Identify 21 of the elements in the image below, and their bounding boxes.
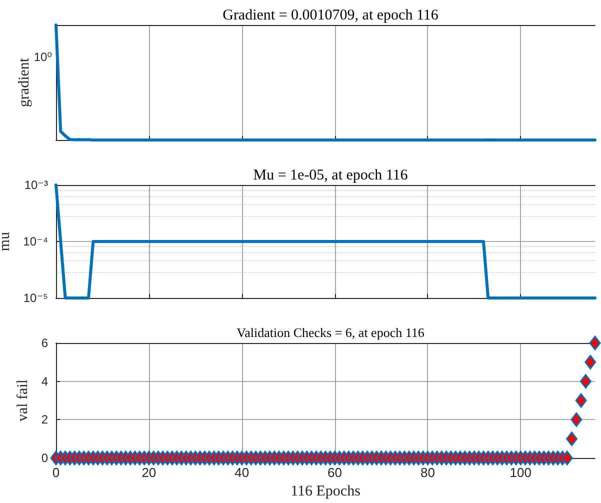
y-tick-label: 2 bbox=[41, 412, 48, 427]
y-tick-label: 10⁻⁴ bbox=[23, 234, 48, 248]
y-tick-label: 0 bbox=[41, 451, 48, 465]
y-axis-title: mu bbox=[0, 231, 13, 252]
chart-title: Validation Checks = 6, at epoch 116 bbox=[236, 325, 425, 340]
y-axis-title: gradient bbox=[16, 57, 32, 108]
x-tick-label: 40 bbox=[234, 465, 250, 480]
y-tick-label: 10⁻³ bbox=[24, 178, 48, 192]
y-tick-label: 10⁻⁵ bbox=[23, 291, 48, 305]
chart-title: Gradient = 0.0010709, at epoch 116 bbox=[222, 8, 439, 24]
text: 10⁰ bbox=[34, 50, 52, 64]
y-tick-label: 6 bbox=[41, 336, 48, 350]
y-tick-label: 4 bbox=[41, 374, 48, 388]
x-tick-label: 0 bbox=[52, 465, 60, 480]
x-axis-title: 116 Epochs bbox=[290, 483, 361, 500]
y-axis-title: val fail bbox=[14, 379, 31, 422]
x-tick-label: 60 bbox=[328, 465, 342, 480]
x-tick-label: 80 bbox=[420, 465, 435, 480]
chart-title: Mu = 1e-05, at epoch 116 bbox=[253, 168, 408, 184]
x-tick-label: 100 bbox=[510, 465, 532, 480]
x-tick-label: 20 bbox=[142, 465, 156, 480]
